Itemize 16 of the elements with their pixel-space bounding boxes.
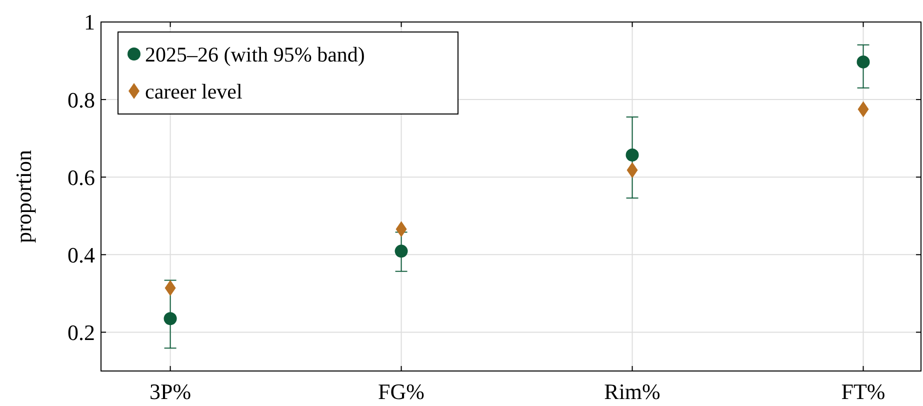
x-tick-label: Rim% — [604, 379, 660, 404]
legend-label: career level — [145, 79, 242, 104]
point — [394, 244, 408, 258]
y-tick-label: 0.2 — [68, 320, 95, 345]
x-tick-label: 3P% — [150, 379, 192, 404]
point — [164, 312, 177, 326]
y-tick-label: 0.8 — [68, 87, 95, 112]
legend-label: 2025–26 (with 95% band) — [145, 42, 365, 66]
y-tick-label: 0.4 — [68, 242, 95, 268]
x-tick-label: FG% — [378, 379, 425, 404]
y-tick-label: 0.6 — [68, 164, 95, 190]
point — [626, 148, 639, 162]
y-tick-label: 1 — [84, 10, 95, 35]
y-axis-title: proportion — [11, 150, 36, 243]
x-tick-label: FT% — [841, 379, 886, 404]
point — [856, 55, 870, 68]
